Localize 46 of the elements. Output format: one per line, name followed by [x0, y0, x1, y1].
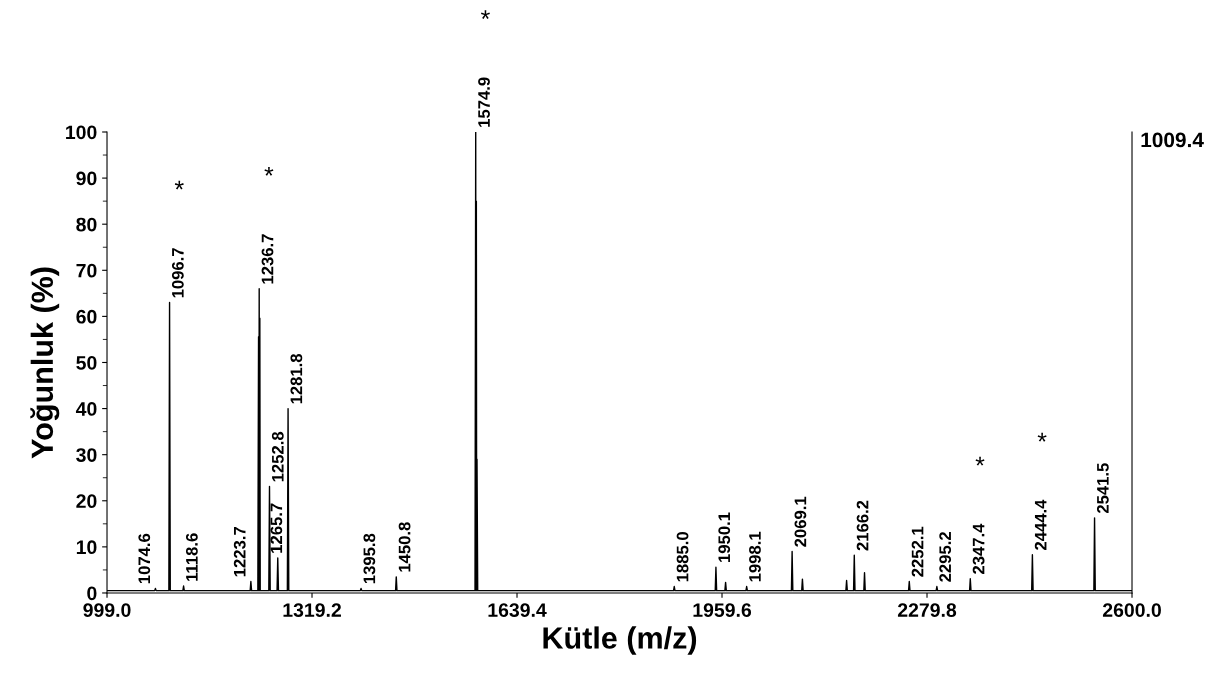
x-tick-label: 999.0 — [83, 603, 131, 617]
annotation: * — [264, 166, 274, 176]
text: 1009.4 — [1141, 132, 1204, 148]
annotation: 1252.8 — [271, 431, 284, 482]
annotation: 1265.7 — [270, 503, 283, 553]
y-tick-label: 40 — [75, 402, 97, 416]
annotation: 1074.6 — [138, 533, 151, 584]
annotation: 2295.2 — [939, 532, 952, 582]
y-tick-label: 50 — [76, 355, 97, 370]
annotation: 2166.2 — [856, 500, 869, 551]
y-axis-title: Yoğunluk (%) — [30, 267, 60, 459]
annotation: 1236.7 — [261, 234, 274, 284]
annotation: * — [174, 180, 184, 190]
x-tick-label: 2600.0 — [1102, 603, 1161, 617]
annotation: 1096.7 — [171, 248, 184, 298]
annotation: 2347.4 — [972, 523, 985, 574]
annotation: 1574.9 — [478, 77, 490, 127]
annotation: 2252.1 — [911, 526, 924, 577]
x-tick-label: 1319.2 — [283, 603, 341, 617]
annotation: 1118.6 — [185, 533, 198, 581]
x-tick-label: 2279.8 — [897, 603, 957, 617]
x-tick-label: 1639.4 — [488, 603, 547, 617]
x-tick-label: 1959.6 — [693, 603, 752, 617]
y-tick-label: 0 — [87, 586, 97, 601]
y-tick-label: 20 — [76, 494, 97, 509]
annotation: * — [975, 456, 985, 466]
text: * — [480, 10, 490, 19]
y-tick-label: 10 — [76, 540, 97, 555]
annotation: 1223.7 — [233, 527, 246, 577]
y-tick-label: 60 — [76, 309, 97, 324]
y-tick-label: 70 — [76, 263, 97, 278]
annotation: 1450.8 — [398, 522, 411, 572]
annotation: 2541.5 — [1096, 463, 1109, 514]
x-axis-title: Kütle (m/z) — [543, 626, 697, 655]
annotation: 1395.8 — [363, 533, 376, 584]
annotation: * — [1037, 432, 1047, 442]
annotation: 1281.8 — [290, 353, 303, 404]
y-tick-label: 90 — [76, 171, 97, 186]
y-tick-label: 80 — [76, 217, 97, 232]
annotation: 1950.1 — [718, 512, 731, 562]
annotation: 2444.4 — [1034, 499, 1047, 550]
y-tick-label: 100 — [66, 125, 97, 140]
y-tick-label: 30 — [76, 448, 97, 462]
annotation: 2069.1 — [794, 496, 807, 547]
annotation: 1885.0 — [676, 532, 689, 582]
annotation: 1998.1 — [749, 531, 761, 582]
